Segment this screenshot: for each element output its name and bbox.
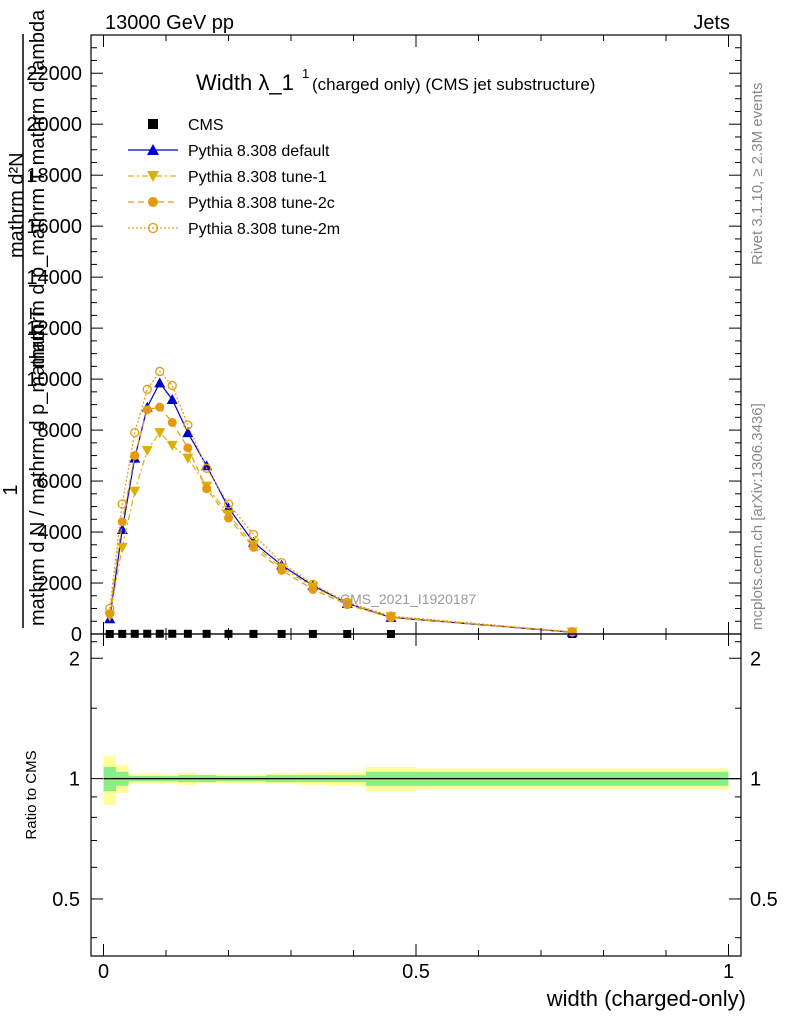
data-point [567,627,577,637]
legend: CMS Pythia 8.308 default Pythia 8.308 tune… [128,117,340,238]
ratio-tick-label: 0.5 [52,889,80,911]
series-line [109,431,573,633]
data-point [182,427,194,438]
ratio-tick-label-right: 0.5 [750,889,778,911]
legend-label: CMS [188,117,224,134]
data-point [142,405,152,415]
data-point [223,499,234,509]
y-tick-label: 0 [71,624,82,646]
data-point [117,517,127,527]
analysis-watermark: CMS_2021_I1920187 [340,591,476,607]
y-tick-label: 8000 [38,420,83,442]
ratio-tick-label: 1 [69,769,80,791]
ratio-tick-label-right: 2 [750,648,761,670]
data-point [249,542,258,552]
y-tick-label: 2000 [38,573,83,595]
data-point [201,463,212,473]
axis-tick-labels: 0 0.5 1 0 2000 4000 6000 8000 10000 12000 14000 160… [26,63,777,983]
ratio-frame [90,633,742,957]
ratio-y-label: Ratio to CMS [23,750,40,839]
data-point [130,451,140,461]
data-point [130,427,140,438]
data-point [202,484,212,494]
data-point [166,393,178,404]
main-y-label: mathrm d²N mathrm d p_mathrm T mathrm d … [0,9,49,626]
series-4 [105,366,577,637]
y-label-one: 1 [0,484,22,495]
x-tick-label: 1 [723,961,734,983]
x-tick-label: 0.5 [402,961,430,983]
header-energy: 13000 GeV pp [105,12,234,34]
y-tick-label: 20000 [26,114,82,136]
y-tick-label: 4000 [38,522,83,544]
data-point [183,443,193,453]
y-tick-label: 22000 [26,63,82,85]
data-point [105,603,115,614]
data-point [154,377,166,388]
data-point [182,453,194,464]
legend-label: Pythia 8.308 tune-1 [188,169,327,186]
legend-marker [148,197,158,207]
y-tick-label: 16000 [26,216,82,238]
y-tick-label: 10000 [26,369,82,391]
data-point [224,513,233,523]
data-point [342,597,352,607]
data-point [248,529,259,540]
plot-title: Width λ_1 1 (charged only) (CMS jet subs… [196,66,595,95]
rivet-label: Rivet 3.1.10, ≥ 2.3M events [749,83,766,266]
data-point [155,402,165,412]
legend-marker [147,171,159,182]
main-series [104,366,578,638]
title-main: Width λ_1 [196,70,294,95]
data-point [155,366,165,377]
y-label-line3: mathrm d N / mathrm d p_mathrm T [27,307,49,626]
ratio-tick-label-right: 1 [750,769,761,791]
legend-marker [147,144,159,155]
ratio-tick-label: 2 [69,648,80,670]
legend-marker [148,119,158,129]
legend-entry: Pythia 8.308 default [128,143,330,160]
data-point [183,420,193,430]
y-tick-label: 12000 [26,318,82,340]
data-point [277,565,287,575]
ratio-bands [103,755,729,805]
data-point [129,486,141,497]
data-point [276,557,287,568]
legend-entry: Pythia 8.308 tune-2m [128,221,340,238]
mcplots-label: mcplots.cern.ch [arXiv:1306.3436] [749,403,766,630]
y-tick-label: 6000 [38,471,83,493]
data-point [117,499,127,509]
data-point [386,611,396,621]
data-point [141,445,153,456]
x-tick-label: 0 [98,961,109,983]
legend-entry: Pythia 8.308 tune-1 [128,169,327,186]
data-point [154,428,166,439]
y-tick-label: 18000 [26,165,82,187]
data-point [116,542,128,553]
data-point [166,440,178,451]
data-point [201,460,213,471]
y-label-line1: mathrm d²N [6,152,28,258]
legend-label: Pythia 8.308 tune-2m [188,221,340,238]
y-label-line2: mathrm d p_mathrm T mathrm d lambda [27,9,49,368]
x-axis-label: width (charged-only) [546,986,746,1011]
legend-label: Pythia 8.308 tune-2c [188,195,335,212]
y-tick-label: 14000 [26,267,82,289]
header-category: Jets [693,12,730,34]
title-superscript: 1 [302,66,309,81]
legend-entry: CMS [148,117,224,134]
axis-ticks [91,35,741,956]
legend-marker [147,222,159,234]
legend-label: Pythia 8.308 default [188,143,330,160]
legend-entry: Pythia 8.308 tune-2c [128,195,335,212]
data-point [167,417,177,427]
data-point [142,384,152,394]
title-subtitle: (charged only) (CMS jet substructure) [312,75,595,94]
data-point [167,380,177,391]
data-point [308,579,318,589]
series-line [109,370,573,633]
